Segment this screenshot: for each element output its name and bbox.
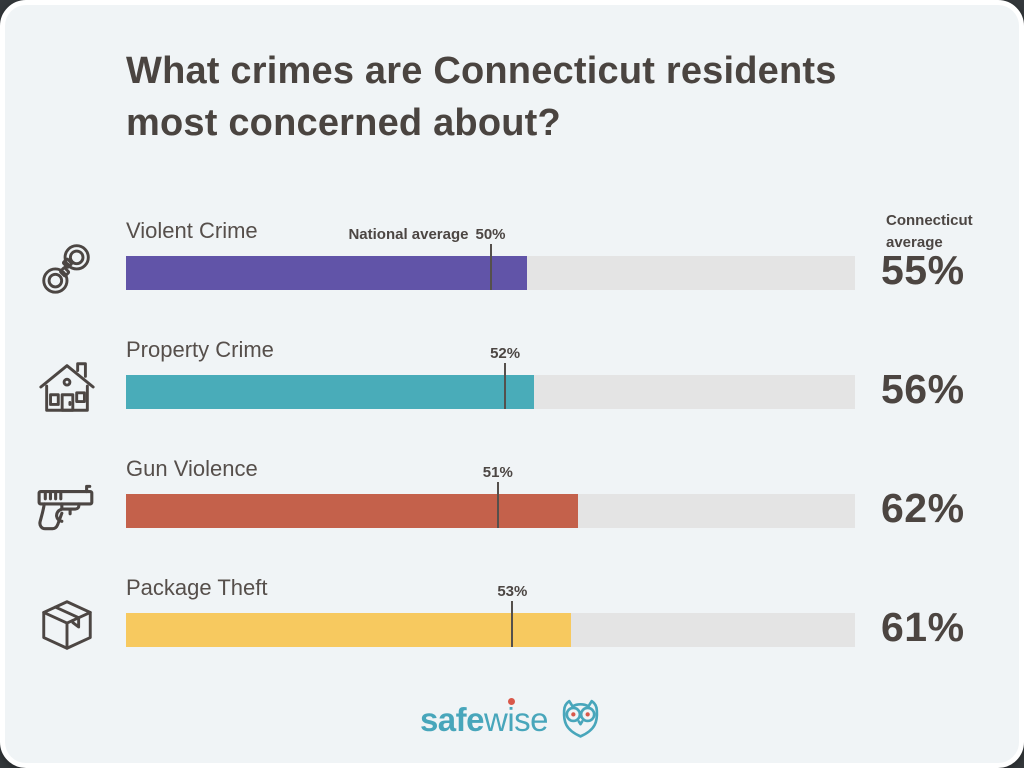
bar-row-package-theft: Package Theft 53% 61% — [42, 574, 964, 650]
bar-row-gun-violence: Gun Violence 51% 62% — [37, 455, 964, 531]
safewise-wordmark: safewise — [419, 697, 549, 738]
logo-i-dot — [508, 697, 516, 705]
handcuffs-icon — [36, 236, 98, 300]
safewise-logo: safewise — [5, 697, 1019, 741]
bar-track: National average 50% — [126, 226, 855, 290]
bar-track: 52% — [126, 345, 855, 409]
bar-row-violent-crime: Violent Crime National average 50% 55% — [42, 217, 964, 294]
bar-track: 51% — [126, 464, 855, 528]
bar-fill — [126, 493, 578, 528]
bar-fill — [126, 374, 535, 409]
national-average-value: 52% — [490, 344, 521, 362]
crime-label: Package Theft — [126, 574, 268, 600]
crime-label: Gun Violence — [126, 455, 258, 481]
pistol-icon — [36, 474, 98, 538]
bar-track: 53% — [126, 583, 855, 647]
logo-text-safe: safe — [419, 700, 485, 738]
connecticut-average-value: 55% — [881, 246, 965, 293]
owl-icon — [562, 699, 599, 738]
national-average-tick — [511, 600, 514, 647]
house-icon — [36, 355, 98, 419]
bar-fill — [126, 612, 571, 647]
national-average-value: 51% — [482, 463, 513, 481]
connecticut-average-value: 61% — [881, 603, 965, 650]
connecticut-average-value: 56% — [881, 365, 965, 412]
page-title: What crimes are Connecticut residents mo… — [126, 50, 837, 145]
bar-row-property-crime: Property Crime 52% 56% — [39, 336, 964, 412]
national-average-tick — [496, 481, 499, 528]
national-average-value: 50% — [475, 225, 506, 243]
national-average-tick — [489, 243, 492, 290]
package-box-icon — [36, 593, 98, 657]
national-average-value: 53% — [497, 582, 528, 600]
national-average-label: National average — [348, 225, 469, 243]
crime-label: Violent Crime — [126, 217, 258, 243]
bar-fill — [126, 255, 527, 290]
crime-label: Property Crime — [126, 336, 274, 362]
connecticut-average-header: Connecticut average — [886, 211, 973, 252]
connecticut-average-value: 62% — [881, 484, 965, 531]
national-average-tick — [504, 362, 507, 409]
logo-text-wise: wise — [484, 697, 549, 738]
bar-chart: Connecticut average Violent Crime Nation… — [5, 212, 1019, 650]
